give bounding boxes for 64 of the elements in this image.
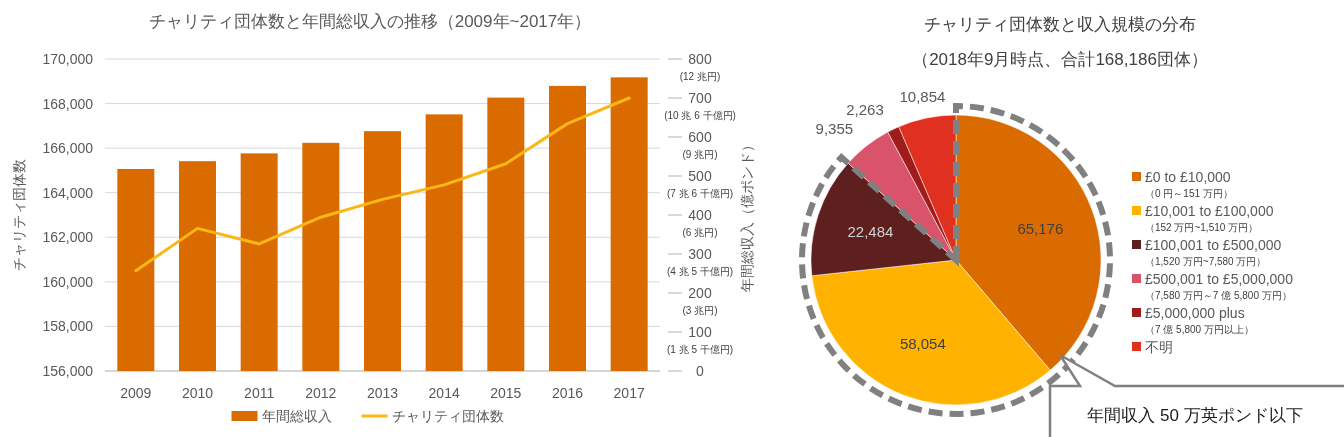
text: (6 兆円)	[682, 227, 718, 238]
y-tick-label: 170,000	[42, 51, 94, 67]
y-tick-label: 158,000	[42, 318, 94, 335]
bar	[240, 153, 278, 371]
legend-label: チャリティ団体数	[391, 408, 504, 424]
chart-subtitle: （2018年9月時点、合計168,186団体）	[912, 50, 1208, 69]
bar	[610, 77, 648, 371]
bar	[117, 168, 155, 371]
data-label: 22,484	[847, 223, 894, 241]
y2-tick-label: 800	[688, 51, 712, 67]
y-tick-label: 168,000	[42, 95, 94, 112]
bar	[487, 97, 525, 371]
text: (1 兆 5 千億円)	[666, 344, 734, 355]
chart-title: チャリティ団体数と年間総収入の推移（2009年~2017年）	[148, 12, 592, 31]
data-label: 10,854	[899, 87, 946, 105]
text: (3 兆円)	[682, 305, 718, 316]
x-tick-label: 2010	[181, 385, 214, 401]
y-tick-label: 160,000	[42, 273, 94, 290]
bar	[549, 85, 586, 371]
legend-label: £0 to £10,000 （0 円～151 万円）	[1145, 169, 1233, 199]
x-tick-label: 2009	[120, 385, 152, 401]
bar	[364, 131, 401, 371]
text: (7 兆 6 千億円)	[666, 188, 734, 199]
legend-label: £10,001 to £100,000 （152 万円~1,510 万円）	[1145, 203, 1274, 233]
x-tick-label: 2017	[613, 385, 645, 401]
text: (12 兆円)	[679, 71, 721, 82]
text: 年間収入 50 万英ポンド以下	[1087, 406, 1303, 425]
y2-tick-label: 400	[688, 207, 712, 223]
y2-tick-label: 300	[688, 246, 712, 262]
legend-label: £100,001 to £500,000 （1,520 万円~7,580 万円）	[1145, 237, 1282, 267]
text: (10 兆 6 千億円)	[664, 110, 736, 121]
y-axis-title: チャリティ団体数	[11, 159, 27, 271]
y2-tick-label: 700	[688, 90, 712, 106]
legend-label: £500,001 to £5,000,000 （7,580 万円～7 億 5,800 万円）	[1145, 271, 1294, 301]
y-tick-label: 162,000	[42, 229, 94, 246]
y2-axis-title: 年間総収入（億ポンド）	[739, 138, 755, 292]
data-label: 58,054	[899, 334, 946, 352]
y2-tick-label: 200	[688, 285, 712, 301]
text: (4 兆 5 千億円)	[666, 266, 734, 277]
data-label: 2,263	[846, 100, 884, 118]
bar	[425, 114, 463, 371]
line-series	[134, 96, 631, 273]
y-tick-label: 164,000	[42, 184, 94, 201]
text: (9 兆円)	[682, 149, 718, 160]
x-tick-label: 2014	[428, 385, 460, 401]
y2-tick-label: 600	[688, 129, 712, 145]
data-label: 65,176	[1017, 219, 1064, 237]
y-tick-label: 166,000	[42, 140, 94, 157]
chart-title: チャリティ団体数と収入規模の分布	[924, 15, 1196, 34]
x-tick-label: 2011	[244, 385, 275, 401]
x-tick-label: 2013	[366, 385, 399, 401]
legend-label: 不明	[1145, 339, 1173, 355]
bar	[302, 142, 340, 371]
y-tick-label: 156,000	[42, 363, 94, 379]
x-tick-label: 2016	[551, 385, 584, 401]
bar	[179, 161, 216, 371]
legend-label: 年間総収入	[261, 408, 332, 424]
legend-label: £5,000,000 plus （7 億 5,800 万円以上）	[1145, 305, 1254, 335]
x-tick-label: 2015	[490, 385, 522, 401]
y2-tick-label: 500	[688, 168, 712, 184]
x-tick-label: 2012	[305, 385, 337, 401]
y2-tick-label: 0	[696, 363, 705, 379]
data-label: 9,355	[815, 119, 854, 137]
y2-tick-label: 100	[688, 324, 712, 340]
